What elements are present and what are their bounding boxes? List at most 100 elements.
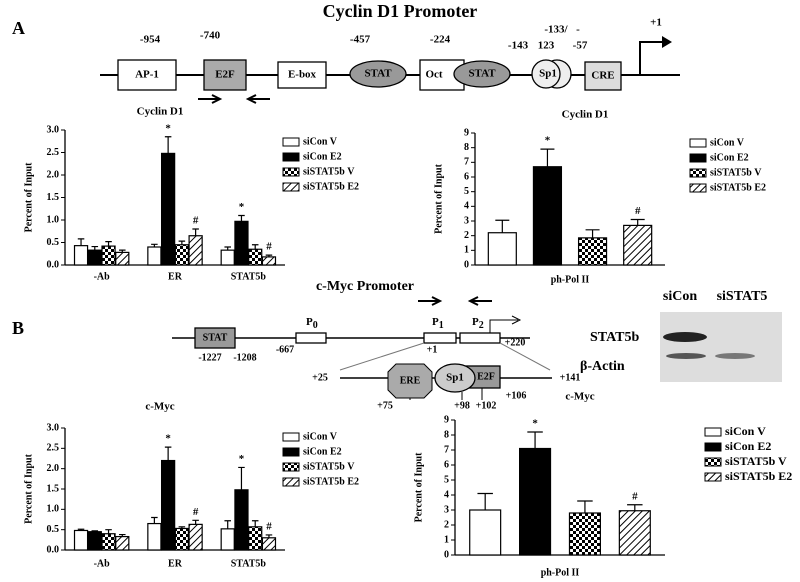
y-tick-label: 1.0	[47, 504, 60, 515]
element-label: STAT	[203, 332, 228, 343]
diagram-title: c-Myc Promoter	[316, 279, 414, 294]
y-tick-label: 6	[464, 171, 469, 182]
error-bar	[585, 229, 600, 238]
y-tick-label: 0.5	[47, 237, 60, 248]
bar	[188, 523, 203, 551]
y-tick-label: 9	[464, 127, 469, 138]
position-label: -740	[200, 30, 221, 42]
bar	[73, 245, 89, 266]
legend-swatch	[689, 168, 707, 178]
chart: c-Myc Percent of Input 0 1 2 3 4 5 6 7 8 9 ph-Pol II…	[413, 391, 792, 579]
position-label: -1208	[233, 352, 256, 363]
legend-swatch	[282, 182, 300, 192]
primer-arrow	[198, 94, 223, 104]
bar	[519, 447, 552, 556]
bar	[220, 528, 235, 551]
bar	[623, 224, 653, 266]
legend-swatch	[704, 457, 722, 467]
ere-octagon	[387, 363, 433, 399]
error-bar	[265, 534, 273, 538]
error-bar	[627, 504, 643, 511]
legend-label: siCon V	[303, 431, 338, 442]
chart-title: Cyclin D1	[562, 109, 609, 121]
error-bar	[119, 249, 126, 253]
element-box	[194, 327, 236, 349]
chart-title: Cyclin D1	[137, 106, 184, 118]
panel-label: A	[12, 18, 25, 38]
chart-title: c-Myc	[565, 391, 594, 403]
significance-mark: *	[165, 122, 171, 134]
y-tick-label: 8	[444, 429, 449, 440]
bar	[174, 244, 190, 266]
legend-swatch	[689, 138, 707, 148]
bar	[487, 232, 517, 266]
y-axis-label: Percent of Input	[433, 163, 444, 233]
position-label: -57	[573, 40, 588, 52]
chart: Cyclin D1 Percent of Input 0.0 0.5 1.0 1.5 2.0…	[23, 106, 359, 283]
y-tick-label: 7	[464, 157, 469, 168]
element-ellipse	[434, 363, 476, 393]
error-bar	[577, 500, 593, 513]
position-label: -1227	[198, 352, 221, 363]
tss-arrow	[639, 41, 662, 75]
significance-mark: *	[165, 433, 171, 445]
y-tick-label: 1.5	[47, 192, 60, 203]
promoter-sub: 1	[439, 320, 444, 331]
primer-arrow	[418, 296, 443, 306]
y-tick-label: 4	[444, 489, 449, 500]
y-tick-label: 0	[464, 259, 469, 270]
x-tick-label: ER	[168, 558, 183, 569]
y-axis-label: Percent of Input	[413, 452, 424, 522]
promoter-box	[459, 332, 501, 344]
y-tick-label: 3	[464, 215, 469, 226]
legend-swatch	[282, 477, 300, 487]
error-bar	[192, 519, 199, 525]
position-label: +106	[506, 390, 527, 401]
significance-mark: #	[193, 506, 199, 518]
legend-label: siCon E2	[725, 439, 771, 453]
bar	[577, 237, 608, 266]
position-label: -	[576, 24, 580, 36]
position-label: +1	[650, 17, 662, 29]
bar	[248, 248, 263, 266]
error-bar	[477, 492, 493, 510]
blot-row: β-Actin	[580, 359, 625, 374]
y-tick-label: 1	[444, 534, 449, 545]
promoter-name: P	[432, 316, 439, 328]
promoter-label: P1	[432, 316, 444, 332]
significance-mark: #	[193, 215, 199, 227]
error-bar	[238, 466, 245, 490]
legend-swatch	[282, 432, 300, 442]
y-tick-label: 3.0	[47, 124, 60, 135]
legend-label: siSTAT5b E2	[725, 469, 792, 483]
bar	[147, 522, 162, 551]
y-tick-label: 2	[464, 230, 469, 241]
bar	[220, 249, 235, 266]
legend-swatch	[704, 427, 722, 437]
element-label: Oct	[425, 69, 442, 81]
promoter-name: P	[472, 316, 479, 328]
error-bar	[265, 254, 273, 257]
bar	[261, 537, 277, 551]
significance-mark: #	[632, 490, 638, 502]
bar	[87, 249, 102, 266]
y-tick-label: 3.0	[47, 422, 60, 433]
position-label: -224	[430, 34, 451, 46]
y-tick-label: 0.0	[47, 544, 60, 555]
position-label: +220	[505, 337, 526, 348]
y-tick-label: 5	[464, 186, 469, 197]
error-bar	[105, 529, 112, 534]
significance-mark: #	[635, 205, 641, 217]
tss-arrowhead	[662, 36, 672, 48]
y-tick-label: 2	[444, 519, 449, 530]
legend-swatch	[689, 183, 707, 193]
promoter-box	[295, 332, 327, 344]
legend-swatch	[282, 447, 300, 457]
bar	[174, 527, 190, 551]
x-tick-label: -Ab	[94, 558, 111, 569]
legend-label: siSTAT5b E2	[303, 181, 359, 192]
y-tick-label: 3	[444, 504, 449, 515]
chart-title: c-Myc	[145, 401, 174, 413]
element-label: STAT	[364, 68, 392, 80]
x-tick-label: ER	[168, 271, 183, 282]
